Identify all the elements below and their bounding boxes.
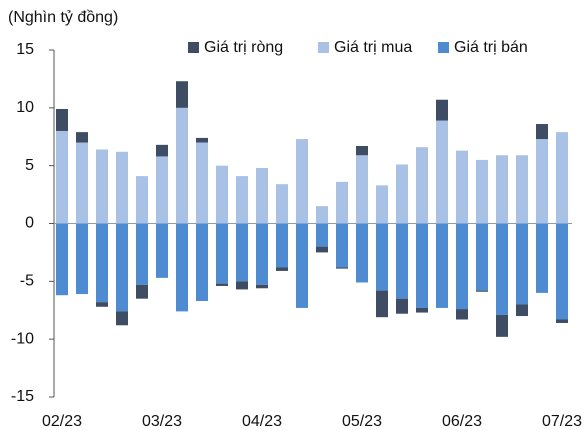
- bar-buy: [356, 155, 368, 224]
- x-tick-label: 05/23: [342, 413, 382, 430]
- y-tick-label: -5: [20, 273, 34, 290]
- bar-net: [536, 124, 548, 140]
- bar-sell: [176, 223, 188, 312]
- legend-swatch: [188, 42, 199, 53]
- bar-buy: [316, 206, 328, 224]
- legend-swatch: [318, 42, 329, 53]
- bar-buy: [136, 176, 148, 224]
- bar-sell: [376, 223, 388, 291]
- bar-buy: [336, 181, 348, 224]
- x-tick-label: 02/23: [42, 413, 82, 430]
- bar-buy: [236, 176, 248, 224]
- bar-net: [476, 290, 488, 292]
- bar-net: [436, 99, 448, 121]
- bar-sell: [396, 223, 408, 299]
- bar-net: [216, 283, 228, 286]
- bar-buy: [296, 139, 308, 224]
- x-tick-label: 03/23: [142, 413, 182, 430]
- x-tick-label: 04/23: [242, 413, 282, 430]
- bar-net: [396, 298, 408, 314]
- y-tick-label: -10: [11, 330, 34, 347]
- bar-sell: [476, 223, 488, 291]
- bar-net: [416, 307, 428, 313]
- x-tick-label: 06/23: [442, 413, 482, 430]
- bar-buy: [76, 142, 88, 224]
- bar-net: [96, 302, 108, 307]
- bar-net: [236, 281, 248, 290]
- bar-sell: [76, 223, 88, 295]
- bar-sell: [156, 223, 168, 278]
- bar-sell: [516, 223, 528, 305]
- bar-sell: [496, 223, 508, 315]
- legend-label: Giá trị mua: [334, 39, 412, 56]
- bar-net: [256, 284, 268, 289]
- bar-net: [276, 267, 288, 271]
- bar-buy: [516, 155, 528, 224]
- x-tick-label: 07/23: [542, 413, 582, 430]
- bar-sell: [356, 223, 368, 283]
- bar-sell: [296, 223, 308, 308]
- bar-net: [136, 284, 148, 299]
- bar-net: [496, 314, 508, 337]
- bar-buy: [416, 147, 428, 224]
- bar-buy: [436, 120, 448, 224]
- bar-net: [356, 146, 368, 156]
- bar-net: [176, 81, 188, 108]
- bar-sell: [196, 223, 208, 301]
- bar-buy: [56, 130, 68, 224]
- y-tick-label: 5: [25, 157, 34, 174]
- legend-label: Giá trị bán: [454, 39, 528, 56]
- bar-sell: [136, 223, 148, 285]
- bar-buy: [456, 150, 468, 224]
- bar-net: [56, 108, 68, 131]
- bar-sell: [56, 223, 68, 296]
- bar-net: [376, 290, 388, 318]
- bar-sell: [216, 223, 228, 284]
- legend-swatch: [438, 42, 449, 53]
- bar-buy: [556, 132, 568, 224]
- bar-buy: [116, 151, 128, 224]
- bar-net: [76, 132, 88, 143]
- bar-net: [336, 267, 348, 269]
- bar-net: [456, 309, 468, 320]
- bar-buy: [176, 107, 188, 224]
- bar-sell: [236, 223, 248, 282]
- bar-net: [516, 304, 528, 317]
- bar-buy: [216, 165, 228, 224]
- bar-buy: [396, 164, 408, 224]
- y-tick-label: 10: [16, 99, 34, 116]
- bar-sell: [416, 223, 428, 308]
- bar-sell: [436, 223, 448, 308]
- bar-buy: [376, 185, 388, 224]
- bar-sell: [456, 223, 468, 310]
- bar-net: [556, 319, 568, 323]
- bar-buy: [276, 184, 288, 224]
- bar-buy: [156, 156, 168, 224]
- bar-sell: [556, 223, 568, 320]
- bar-sell: [276, 223, 288, 268]
- bar-sell: [96, 223, 108, 303]
- bar-net: [156, 144, 168, 157]
- y-tick-label: 15: [16, 41, 34, 58]
- bar-buy: [256, 167, 268, 224]
- bar-net: [196, 137, 208, 143]
- bar-sell: [256, 223, 268, 285]
- bar-sell: [336, 223, 348, 268]
- bar-sell: [116, 223, 128, 312]
- bar-buy: [536, 139, 548, 224]
- y-tick-label: 0: [25, 215, 34, 232]
- bar-buy: [496, 155, 508, 224]
- bar-buy: [476, 159, 488, 224]
- bar-sell: [316, 223, 328, 247]
- axis-unit-label: (Nghìn tỷ đồng): [8, 9, 118, 26]
- bar-net: [316, 246, 328, 253]
- bar-buy: [96, 149, 108, 224]
- bar-sell: [536, 223, 548, 293]
- y-tick-label: -15: [11, 388, 34, 405]
- bar-net: [116, 311, 128, 326]
- legend-label: Giá trị ròng: [204, 39, 283, 56]
- bar-buy: [196, 142, 208, 224]
